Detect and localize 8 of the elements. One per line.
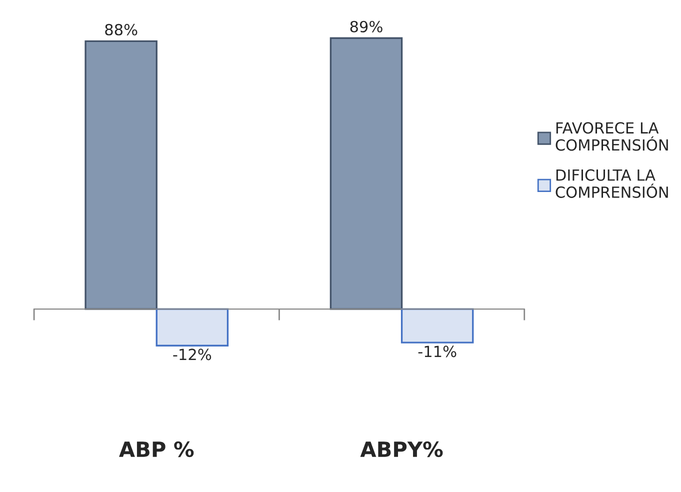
data-label: 89% bbox=[350, 20, 382, 32]
legend-label: FAVORECE LA COMPRENSIÓN bbox=[556, 122, 668, 151]
x-tick-label: ABPY% bbox=[360, 441, 443, 458]
data-label: -11% bbox=[418, 346, 456, 358]
legend-label: DIFICULTA LA COMPRENSIÓN bbox=[556, 169, 668, 198]
x-tick-label: ABP % bbox=[119, 441, 194, 458]
data-label: -12% bbox=[173, 348, 212, 360]
data-label: 88% bbox=[105, 24, 138, 36]
